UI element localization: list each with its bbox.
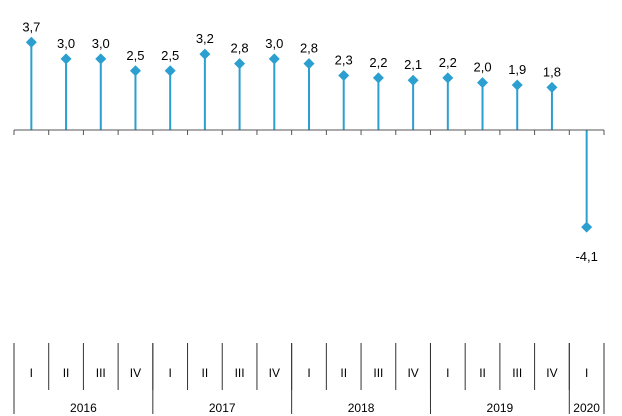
data-point <box>129 65 141 77</box>
year-label: 2019 <box>487 401 514 415</box>
value-label: 2,5 <box>161 48 179 63</box>
quarter-label: III <box>512 366 522 380</box>
quarter-label: I <box>30 366 33 380</box>
data-point <box>546 81 558 93</box>
quarter-label: I <box>585 366 588 380</box>
value-label: -4,1 <box>575 249 597 264</box>
data-point <box>477 77 489 89</box>
value-label: 1,8 <box>543 64 561 79</box>
quarter-label: I <box>446 366 449 380</box>
data-point <box>511 79 523 91</box>
value-label: 2,2 <box>369 55 387 70</box>
quarter-label: III <box>96 366 106 380</box>
quarter-label: II <box>340 366 347 380</box>
value-label: 3,0 <box>57 36 75 51</box>
data-point <box>95 53 107 65</box>
data-point <box>60 53 72 65</box>
year-label: 2017 <box>209 401 236 415</box>
value-label: 2,2 <box>439 55 457 70</box>
quarter-label: IV <box>130 366 141 380</box>
stems-layer <box>30 42 588 228</box>
quarter-label: I <box>169 366 172 380</box>
value-label: 2,8 <box>300 41 318 56</box>
value-label: 2,3 <box>335 52 353 67</box>
data-point <box>164 65 176 77</box>
quarter-label: IV <box>269 366 280 380</box>
quarter-label: II <box>63 366 70 380</box>
data-point <box>234 58 246 70</box>
quarter-label: I <box>307 366 310 380</box>
data-point <box>303 58 315 70</box>
quarter-label: III <box>373 366 383 380</box>
value-label: 3,2 <box>196 31 214 46</box>
data-point <box>338 69 350 81</box>
value-label: 2,8 <box>231 41 249 56</box>
quarter-label: II <box>202 366 209 380</box>
x-axis <box>13 129 605 135</box>
year-label: 2018 <box>348 401 375 415</box>
quarter-label: IV <box>407 366 418 380</box>
data-point <box>25 36 37 48</box>
markers-layer <box>25 36 593 233</box>
value-label: 2,5 <box>126 48 144 63</box>
value-label: 1,9 <box>508 62 526 77</box>
value-labels-layer: 3,7 3,0 3,0 2,5 2,5 3,2 2,8 3,0 2,8 2,3 2,2 2,1 2,2 2… <box>22 19 598 264</box>
value-label: 3,0 <box>92 36 110 51</box>
quarter-label: II <box>479 366 486 380</box>
data-point <box>581 221 593 233</box>
value-label: 2,1 <box>404 57 422 72</box>
quarter-label: IV <box>546 366 557 380</box>
data-point <box>199 48 211 60</box>
value-label: 3,0 <box>265 36 283 51</box>
year-label: 2016 <box>70 401 97 415</box>
data-point <box>372 72 384 84</box>
data-point <box>268 53 280 65</box>
value-label: 3,7 <box>22 19 40 34</box>
value-label: 2,0 <box>473 60 491 75</box>
year-label: 2020 <box>573 401 600 415</box>
data-point <box>442 72 454 84</box>
quarter-label: III <box>235 366 245 380</box>
data-point <box>407 74 419 86</box>
